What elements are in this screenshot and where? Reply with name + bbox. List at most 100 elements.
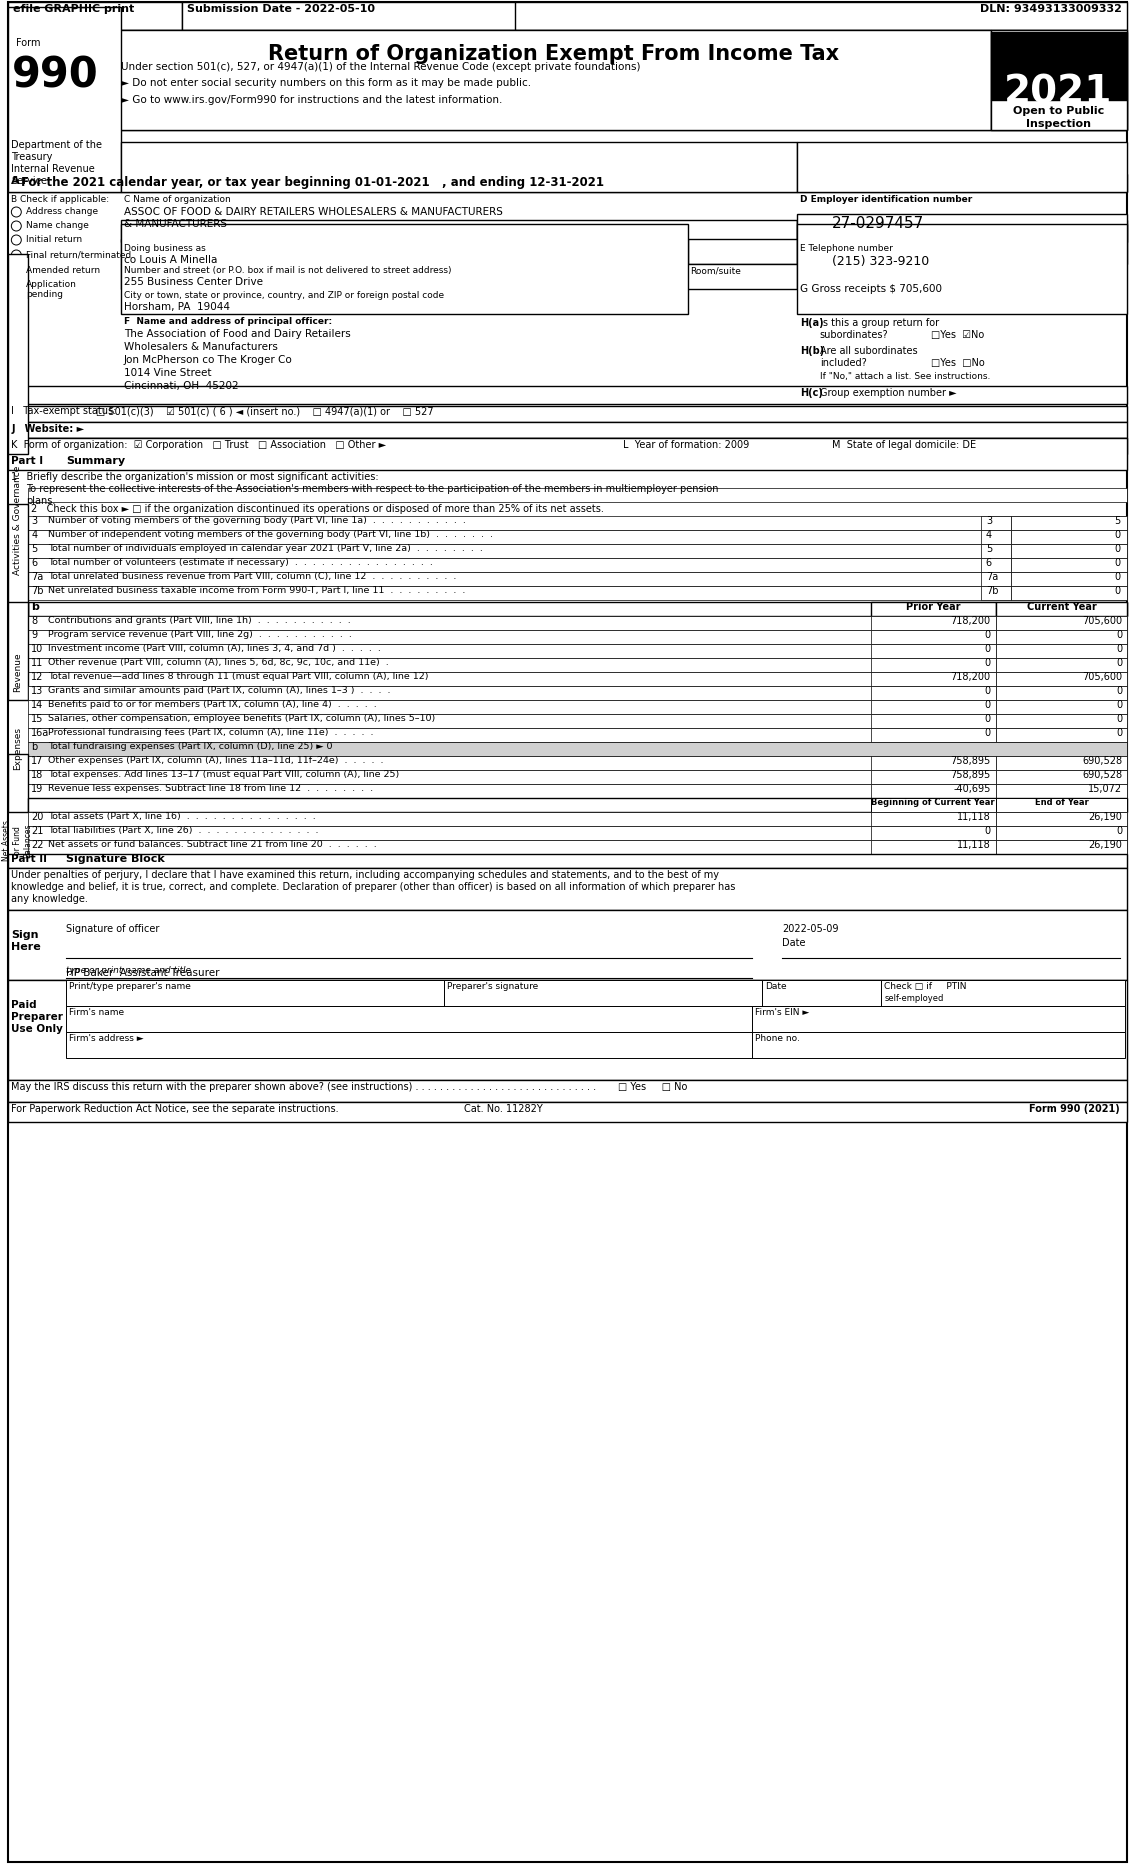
Bar [8,421,1127,438]
Text: Other expenses (Part IX, column (A), lines 11a–11d, 11f–24e)  .  .  .  .  .: Other expenses (Part IX, column (A), lin… [49,757,384,764]
Text: 0: 0 [1115,826,1122,835]
Bar [981,544,1010,557]
Text: 0: 0 [1115,630,1122,639]
Bar [996,658,1127,673]
Bar [8,386,1127,404]
Text: End of Year: End of Year [1034,798,1088,807]
Bar [8,173,1127,192]
Text: Here: Here [11,941,41,953]
Text: 0: 0 [1115,701,1122,710]
Text: Final return/terminated: Final return/terminated [26,250,131,259]
Bar [996,798,1127,813]
Text: 11,118: 11,118 [957,841,991,850]
Bar [996,673,1127,686]
Text: 26,190: 26,190 [1088,841,1122,850]
Text: C Name of organization: C Name of organization [124,196,230,203]
Bar [872,701,996,714]
Text: Firm's address ►: Firm's address ► [69,1035,143,1044]
Bar [8,30,116,130]
Text: ► Go to www.irs.gov/Form990 for instructions and the latest information.: ► Go to www.irs.gov/Form990 for instruct… [121,95,502,104]
Text: 3: 3 [32,516,37,526]
Bar [121,265,797,289]
Text: Paid: Paid [11,999,37,1010]
Text: Firm's name: Firm's name [69,1008,124,1018]
Text: L  Year of formation: 2009: L Year of formation: 2009 [623,440,750,449]
Text: 0: 0 [1114,544,1120,554]
Text: ► Do not enter social security numbers on this form as it may be made public.: ► Do not enter social security numbers o… [121,78,531,88]
Text: 0: 0 [1114,557,1120,569]
Bar [28,714,1127,729]
Text: 2022-05-09: 2022-05-09 [782,925,839,934]
Text: co Louis A Minella: co Louis A Minella [124,255,217,265]
Text: self-employed: self-employed [884,994,944,1003]
Text: 0: 0 [1114,529,1120,541]
Text: Application: Application [26,280,77,289]
Text: Part II: Part II [11,854,47,865]
Text: For Paperwork Reduction Act Notice, see the separate instructions.: For Paperwork Reduction Act Notice, see … [11,1103,339,1115]
Text: plans.: plans. [26,496,55,505]
Bar [996,701,1127,714]
Text: 15,072: 15,072 [1088,785,1122,794]
Bar [981,516,1010,529]
Text: Investment income (Part VIII, column (A), lines 3, 4, and 7d )  .  .  .  .  .: Investment income (Part VIII, column (A)… [49,643,380,652]
Text: Total assets (Part X, line 16)  .  .  .  .  .  .  .  .  .  .  .  .  .  .  .: Total assets (Part X, line 16) . . . . .… [49,813,316,820]
Bar [1010,572,1127,585]
Text: -40,695: -40,695 [953,785,991,794]
Text: 0: 0 [1115,643,1122,654]
Text: 758,895: 758,895 [951,757,991,766]
Bar [8,503,28,615]
Bar [28,785,1127,798]
Text: any knowledge.: any knowledge. [11,895,88,904]
Bar [8,254,28,455]
Bar [8,438,1127,455]
Bar [797,220,1127,242]
Bar [872,658,996,673]
Text: □ 501(c)(3)    ☑ 501(c) ( 6 ) ◄ (insert no.)    □ 4947(a)(1) or    □ 527: □ 501(c)(3) ☑ 501(c) ( 6 ) ◄ (insert no.… [96,406,434,416]
Bar [28,826,1127,841]
Text: included?: included? [820,358,866,367]
Text: Total number of individuals employed in calendar year 2021 (Part V, line 2a)  . : Total number of individuals employed in … [49,544,483,554]
Text: 0: 0 [984,729,991,738]
Bar [688,239,797,265]
Text: Are all subordinates: Are all subordinates [820,347,918,356]
Bar [762,980,882,1007]
Text: 718,200: 718,200 [951,673,991,682]
Text: H(a): H(a) [799,319,823,328]
Text: 19: 19 [32,785,44,794]
Text: 0: 0 [1114,572,1120,582]
Bar [65,1033,752,1059]
Text: 2021: 2021 [1004,73,1112,112]
Bar [797,142,1127,192]
Text: 20: 20 [32,813,44,822]
Text: 9: 9 [32,630,37,639]
Bar [8,2,1127,30]
Bar [28,770,1127,785]
Text: Horsham, PA  19044: Horsham, PA 19044 [124,302,229,311]
Text: A: A [11,175,20,186]
Bar [121,220,797,242]
Bar [996,602,1127,615]
Text: Treasury: Treasury [11,153,53,162]
Bar [28,658,1127,673]
Text: 15: 15 [32,714,44,723]
Bar [8,30,1127,130]
Text: Signature of officer: Signature of officer [65,925,159,934]
Text: Name change: Name change [26,222,89,229]
Bar [1010,544,1127,557]
Text: Jon McPherson co The Kroger Co: Jon McPherson co The Kroger Co [124,354,292,365]
Bar [996,757,1127,770]
Text: Part I: Part I [11,457,44,466]
Text: 5: 5 [32,544,37,554]
Text: 705,600: 705,600 [1082,673,1122,682]
Bar [872,630,996,643]
Text: b: b [32,742,37,751]
Text: 0: 0 [984,630,991,639]
Bar [8,910,1127,980]
Bar [991,30,1127,130]
Bar [121,239,688,265]
Bar [996,770,1127,785]
Text: □Yes  ☑No: □Yes ☑No [931,330,984,339]
Bar [752,1007,1124,1033]
Text: Total fundraising expenses (Part IX, column (D), line 25) ► 0: Total fundraising expenses (Part IX, col… [49,742,333,751]
Bar [996,785,1127,798]
